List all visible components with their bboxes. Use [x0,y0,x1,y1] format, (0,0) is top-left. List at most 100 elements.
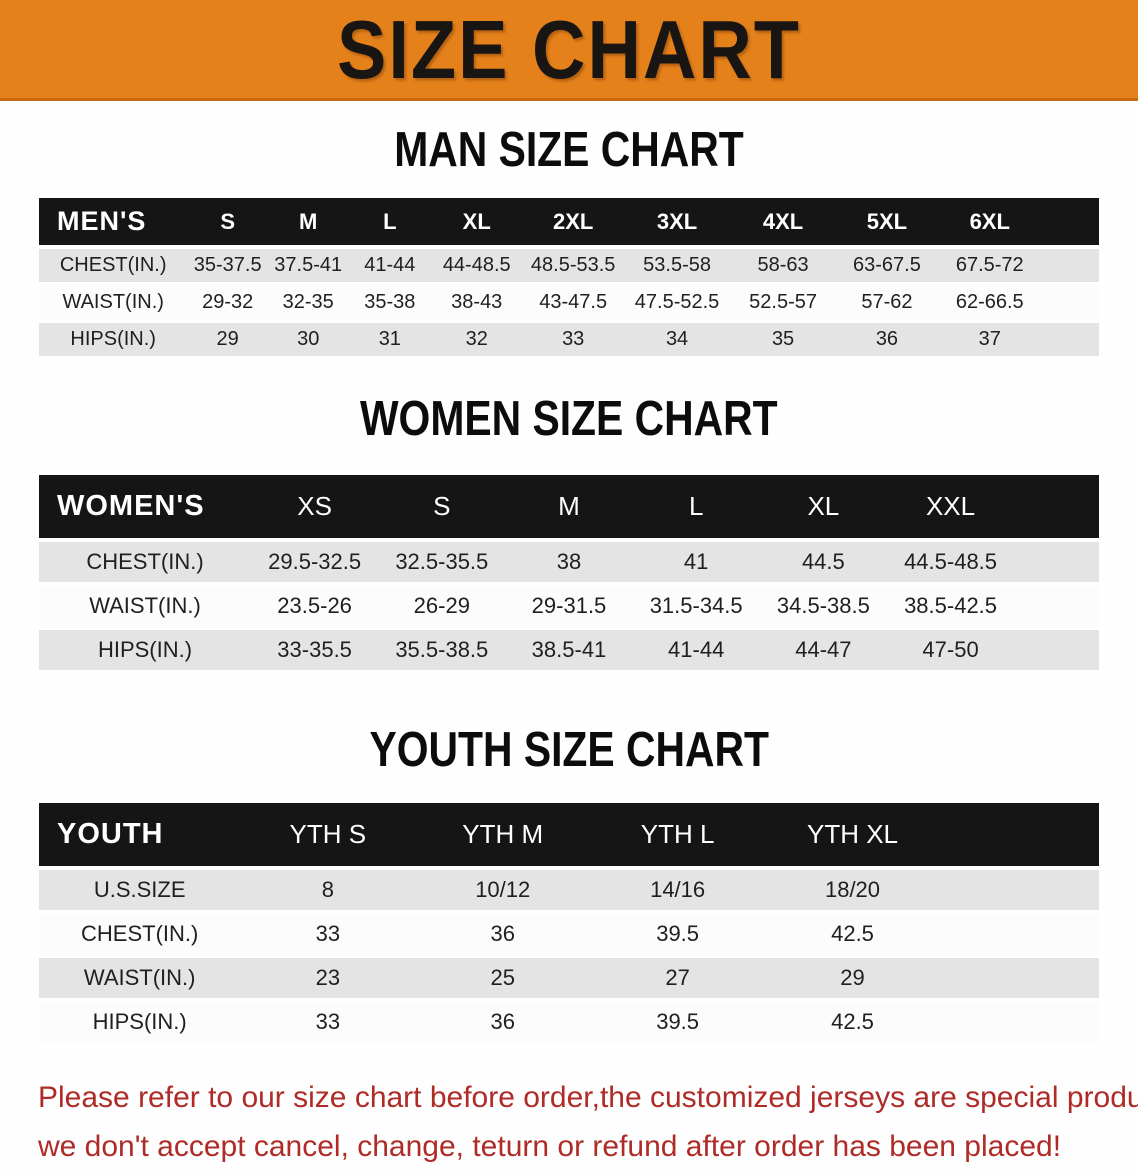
mens-row-spacer [1041,286,1099,319]
youth-row-spacer [939,958,1099,998]
mens-column-header-s: S [187,198,268,245]
mens-cell: 32 [431,323,523,356]
mens-column-header-5xl: 5XL [836,198,938,245]
youth-header-spacer [939,803,1099,866]
mens-cell: 63-67.5 [836,249,938,282]
mens-cell: 34 [624,323,731,356]
youth-column-header-yth-s: YTH S [240,803,416,866]
mens-header-spacer [1041,198,1099,245]
womens-column-header-xxl: XXL [886,475,1015,538]
sections-container: MAN SIZE CHART MEN'S S M L XL 2XL 3XL 4XL 5XL 6XL C… [0,122,1138,1046]
youth-table-label: YOUTH [39,803,241,866]
womens-cell: 31.5-34.5 [632,586,760,626]
youth-cell: 14/16 [590,870,766,910]
womens-cell: 23.5-26 [251,586,379,626]
mens-column-header-l: L [348,198,432,245]
womens-cell: 41-44 [632,630,760,670]
section-heading-womens: WOMEN SIZE CHART [0,391,1138,446]
mens-table-row: WAIST(IN.) 29-32 32-35 35-38 38-43 43-47.5 47.… [39,286,1099,319]
youth-cell: 42.5 [765,1002,940,1042]
mens-cell: 37 [937,323,1042,356]
womens-header-spacer [1014,475,1099,538]
banner: SIZE CHART [0,0,1138,101]
womens-column-header-l: L [632,475,760,538]
mens-cell: 62-66.5 [937,286,1042,319]
youth-row-label: WAIST(IN.) [39,958,241,998]
disclaimer-line-1: Please refer to our size chart before or… [38,1081,1138,1114]
mens-size-table: MEN'S S M L XL 2XL 3XL 4XL 5XL 6XL CHEST(IN.) 35-37… [39,194,1099,360]
womens-cell: 38.5-42.5 [886,586,1015,626]
mens-cell: 35-37.5 [187,249,268,282]
womens-row-spacer [1014,630,1099,670]
mens-cell: 52.5-57 [730,286,837,319]
mens-cell: 44-48.5 [431,249,523,282]
womens-table-head: WOMEN'S XS S M L XL XXL [39,475,1099,538]
section-heading-text-youth: YOUTH SIZE CHART [369,722,769,778]
youth-table-row: WAIST(IN.) 23 25 27 29 [39,958,1099,998]
womens-cell: 38 [505,542,633,582]
youth-row-spacer [939,914,1099,954]
womens-size-table: WOMEN'S XS S M L XL XXL CHEST(IN.) 29.5-32.5 32.5… [39,471,1099,674]
youth-cell: 27 [590,958,766,998]
mens-column-header-2xl: 2XL [522,198,625,245]
disclaimer-line-2: we don't accept cancel, change, teturn o… [38,1130,1062,1163]
womens-row-label: CHEST(IN.) [39,542,252,582]
youth-table-row: U.S.SIZE 8 10/12 14/16 18/20 [39,870,1099,910]
womens-row-label: HIPS(IN.) [39,630,252,670]
mens-header-row: MEN'S S M L XL 2XL 3XL 4XL 5XL 6XL [39,198,1099,245]
youth-size-table: YOUTH YTH S YTH M YTH L YTH XL U.S.SIZE 8 10/12… [39,799,1099,1046]
womens-table-row: CHEST(IN.) 29.5-32.5 32.5-35.5 38 41 44.5 44.5… [39,542,1099,582]
womens-cell: 26-29 [378,586,506,626]
mens-cell: 37.5-41 [267,249,349,282]
youth-row-label: U.S.SIZE [39,870,241,910]
mens-row-spacer [1041,249,1099,282]
mens-table-label: MEN'S [39,198,188,245]
youth-cell: 18/20 [765,870,940,910]
womens-cell: 33-35.5 [251,630,379,670]
womens-cell: 44-47 [759,630,887,670]
page-title: SIZE CHART [337,3,801,96]
youth-cell: 8 [240,870,416,910]
womens-row-spacer [1014,586,1099,626]
womens-cell: 34.5-38.5 [759,586,887,626]
youth-cell: 33 [240,914,416,954]
mens-row-label: CHEST(IN.) [39,249,188,282]
youth-table-body: U.S.SIZE 8 10/12 14/16 18/20 CHEST(IN.) 33 36 39… [39,870,1099,1042]
mens-cell: 30 [267,323,349,356]
youth-cell: 29 [765,958,940,998]
mens-cell: 36 [836,323,938,356]
womens-column-header-s: S [378,475,506,538]
youth-cell: 10/12 [415,870,591,910]
womens-cell: 44.5 [759,542,887,582]
disclaimer: Please refer to our size chart before or… [38,1073,1138,1171]
womens-cell: 47-50 [886,630,1015,670]
mens-cell: 38-43 [431,286,523,319]
youth-cell: 33 [240,1002,416,1042]
mens-cell: 53.5-58 [624,249,731,282]
youth-table-row: HIPS(IN.) 33 36 39.5 42.5 [39,1002,1099,1042]
youth-cell: 25 [415,958,591,998]
youth-cell: 36 [415,914,591,954]
mens-cell: 35-38 [348,286,432,319]
womens-column-header-xs: XS [251,475,379,538]
womens-cell: 44.5-48.5 [886,542,1015,582]
youth-row-spacer [939,1002,1099,1042]
mens-cell: 43-47.5 [522,286,625,319]
mens-table-body: CHEST(IN.) 35-37.5 37.5-41 41-44 44-48.5 48.5… [39,249,1099,356]
mens-column-header-m: M [267,198,349,245]
mens-cell: 29 [187,323,268,356]
youth-column-header-yth-m: YTH M [415,803,591,866]
womens-row-spacer [1014,542,1099,582]
mens-row-label: HIPS(IN.) [39,323,188,356]
womens-header-row: WOMEN'S XS S M L XL XXL [39,475,1099,538]
mens-row-label: WAIST(IN.) [39,286,188,319]
section-heading-text-womens: WOMEN SIZE CHART [360,391,778,447]
section-heading-text-mens: MAN SIZE CHART [394,122,744,178]
mens-column-header-xl: XL [431,198,523,245]
mens-table-row: HIPS(IN.) 29 30 31 32 33 34 35 36 37 [39,323,1099,356]
mens-table-row: CHEST(IN.) 35-37.5 37.5-41 41-44 44-48.5 48.5… [39,249,1099,282]
mens-cell: 31 [348,323,432,356]
womens-cell: 35.5-38.5 [378,630,506,670]
womens-table-body: CHEST(IN.) 29.5-32.5 32.5-35.5 38 41 44.5 44.5… [39,542,1099,670]
womens-row-label: WAIST(IN.) [39,586,252,626]
